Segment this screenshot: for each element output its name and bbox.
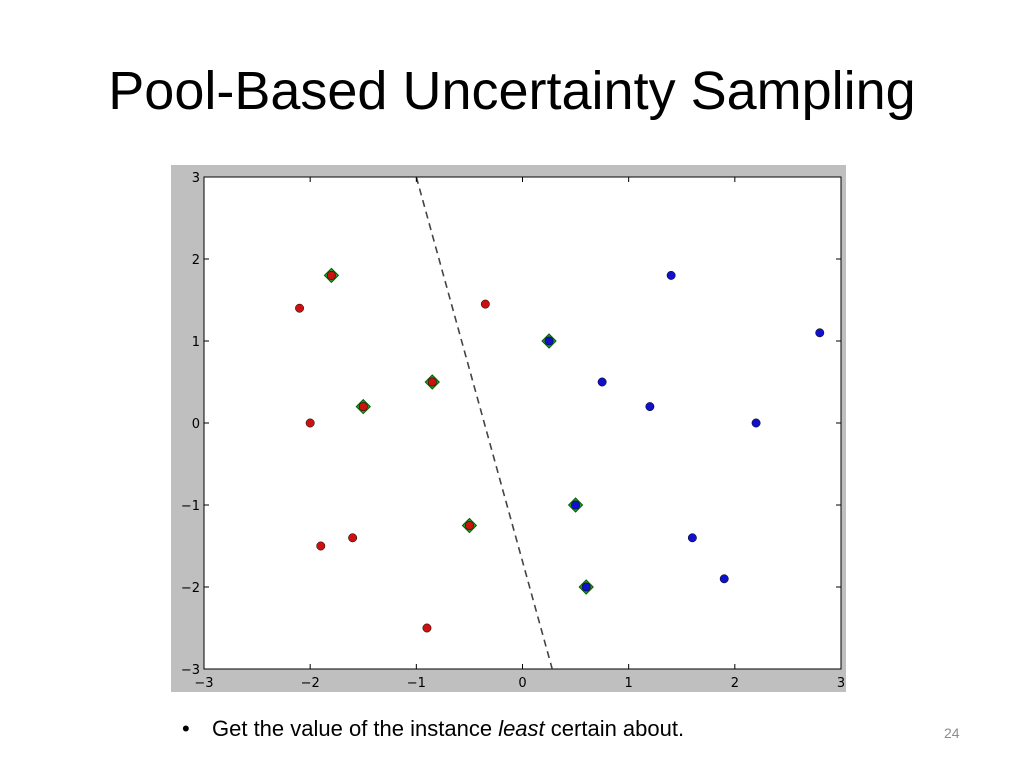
data-point [597,377,607,387]
y-tick-label: −2 [181,581,200,596]
bullet-item: • Get the value of the instance least cer… [182,716,684,742]
bullet-emphasis: least [498,716,545,741]
data-point [687,533,697,543]
bullet-text-end: certain about. [544,716,685,741]
x-tick-label: −2 [301,676,320,691]
data-points-layer [295,267,825,633]
x-tick-label: −1 [407,676,426,691]
data-point [544,336,554,346]
y-tick-label: −3 [181,663,200,678]
data-point [422,623,432,633]
data-point [666,270,676,280]
scatter-plot-figure: −3 −2 −1 0 1 2 3 −3 −2 −1 0 1 2 3 [171,165,846,692]
data-point [815,328,825,338]
y-tick-label: 1 [192,335,200,350]
x-tick-label: 2 [731,676,739,691]
data-point [571,500,581,510]
scatter-plot: −3 −2 −1 0 1 2 3 −3 −2 −1 0 1 2 3 [181,171,845,691]
data-point [305,418,315,428]
page-number: 24 [944,725,960,741]
y-tick-label: 0 [192,417,200,432]
bullet-text-start: Get the value of the instance [212,716,499,741]
x-tick-label: 3 [837,676,845,691]
bullet-symbol: • [182,716,190,741]
data-point [464,521,474,530]
y-tick-label: −1 [181,499,200,514]
y-tick-label: 2 [192,253,200,268]
plot-area [203,176,842,670]
data-point [358,402,368,412]
data-point [645,402,655,412]
decision-boundary-layer [415,176,553,670]
slide-title: Pool-Based Uncertainty Sampling [108,61,916,121]
axis-ticks-layer: −3 −2 −1 0 1 2 3 −3 −2 −1 0 1 2 3 [181,171,845,691]
x-tick-label: 0 [518,676,526,691]
y-tick-label: 3 [192,171,200,186]
data-point [751,418,761,428]
data-point [480,299,490,309]
decision-boundary-line [415,176,553,670]
x-tick-label: −3 [194,676,213,691]
x-tick-label: 1 [625,676,633,691]
data-point [316,541,326,551]
data-point [326,270,336,280]
data-point [295,303,305,313]
data-point [719,574,729,584]
data-point [348,533,358,543]
data-point [427,377,437,387]
data-point [581,582,591,592]
